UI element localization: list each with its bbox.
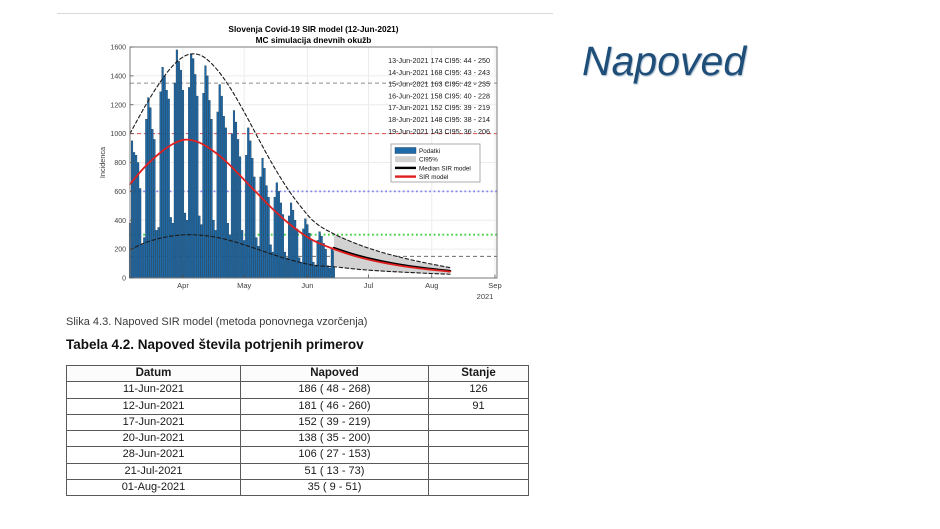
svg-text:1400: 1400 [110, 73, 126, 80]
svg-text:Incidenca: Incidenca [98, 146, 107, 178]
svg-text:800: 800 [114, 160, 126, 167]
svg-text:SIR model: SIR model [419, 174, 448, 181]
sir-chart-svg: 0 200 400 600 800 1000 1200 1400 1600 Apr May Jun Ju… [98, 24, 502, 302]
forecast-annotations: 13-Jun-2021 174 CI95: 44 - 25014-Jun-202… [388, 56, 490, 136]
svg-text:16-Jun-2021 158 CI95: 40 -: 16-Jun-2021 158 CI95: 40 - 228 [388, 91, 490, 100]
svg-text:200: 200 [114, 247, 126, 254]
ci95-band [333, 233, 451, 275]
cell-napoved: 181 ( 46 - 260) [240, 397, 429, 415]
svg-text:400: 400 [114, 218, 126, 225]
svg-text:CI95%: CI95% [419, 157, 438, 164]
axis-labels: 0 200 400 600 800 1000 1200 1400 1600 Apr May Jun Ju… [98, 45, 502, 302]
cell-datum: 01-Aug-2021 [66, 479, 241, 497]
table-title: Tabela 4.2. Napoved števila potrjenih pr… [66, 337, 364, 352]
cell-datum: 11-Jun-2021 [66, 381, 241, 399]
cell-stanje [428, 479, 529, 497]
svg-text:1000: 1000 [110, 131, 126, 138]
svg-text:Podatki: Podatki [419, 148, 440, 155]
cell-stanje [428, 446, 529, 464]
cell-stanje [428, 462, 529, 481]
svg-text:May: May [237, 281, 251, 290]
cell-napoved: 138 ( 35 - 200) [240, 430, 429, 448]
svg-text:18-Jun-2021 148 CI95: 38 -: 18-Jun-2021 148 CI95: 38 - 214 [388, 115, 490, 124]
sir-model-figure: 0 200 400 600 800 1000 1200 1400 1600 Apr May Jun Ju… [64, 12, 540, 312]
cell-datum: 20-Jun-2021 [66, 430, 241, 448]
chart-title: Slovenja Covid-19 SIR model (12-Jun-2021… [228, 24, 398, 45]
cell-stanje [428, 413, 529, 432]
svg-text:Slovenja Covid-19 SIR model (1: Slovenja Covid-19 SIR model (12-Jun-2021… [228, 24, 398, 34]
cell-datum: 12-Jun-2021 [66, 397, 241, 415]
threshold-lines [130, 82, 497, 257]
svg-text:600: 600 [114, 189, 126, 196]
svg-text:1600: 1600 [110, 45, 126, 52]
svg-text:MC simulacija dnevnih okužb: MC simulacija dnevnih okužb [256, 35, 372, 45]
svg-text:13-Jun-2021 174 CI95: 44 -: 13-Jun-2021 174 CI95: 44 - 250 [388, 56, 490, 65]
svg-text:Aug: Aug [425, 281, 438, 290]
cell-stanje: 126 [428, 381, 529, 399]
cell-napoved: 51 ( 13 - 73) [240, 462, 429, 481]
svg-text:Jul: Jul [364, 281, 374, 290]
slide-title: Napoved [582, 38, 747, 84]
curve-envelope-upper [129, 53, 451, 269]
curve-sir-model [129, 138, 452, 273]
svg-text:Median SIR model: Median SIR model [419, 165, 471, 172]
svg-text:14-Jun-2021 168 CI95: 43 -: 14-Jun-2021 168 CI95: 43 - 243 [388, 68, 490, 77]
column-header-datum: Datum [66, 364, 241, 383]
table-row: 20-Jun-2021 138 ( 35 - 200) [66, 430, 529, 448]
forecast-table: Datum Napoved Stanje 11-Jun-2021 186 ( 48 -… [66, 364, 529, 497]
table-row: 11-Jun-2021 186 ( 48 - 268) 126 [66, 381, 529, 399]
svg-text:17-Jun-2021 152 CI95: 39 -: 17-Jun-2021 152 CI95: 39 - 219 [388, 103, 490, 112]
svg-text:0: 0 [122, 276, 126, 283]
curve-envelope-lower [129, 234, 451, 275]
table-header-row: Datum Napoved Stanje [66, 364, 529, 383]
svg-text:1200: 1200 [110, 102, 126, 109]
table-row: 01-Aug-2021 35 ( 9 - 51) [66, 479, 529, 497]
svg-text:Apr: Apr [177, 281, 189, 290]
column-header-napoved: Napoved [240, 364, 429, 383]
cell-datum: 28-Jun-2021 [66, 446, 241, 464]
chart-legend: Podatki CI95%Median SIR model SIR model [390, 143, 481, 183]
svg-text:Jun: Jun [301, 281, 313, 290]
svg-text:15-Jun-2021 163 CI95: 42 -: 15-Jun-2021 163 CI95: 42 - 235 [388, 80, 490, 89]
cell-napoved: 35 ( 9 - 51) [240, 479, 429, 497]
figure-caption: Slika 4.3. Napoved SIR model (metoda pon… [66, 316, 368, 328]
table-row: 12-Jun-2021 181 ( 46 - 260) 91 [66, 397, 529, 415]
svg-text:19-Jun-2021 143 CI95: 36 -: 19-Jun-2021 143 CI95: 36 - 206 [388, 127, 490, 136]
table-row: 21-Jul-2021 51 ( 13 - 73) [66, 462, 529, 481]
table-row: 28-Jun-2021 106 ( 27 - 153) [66, 446, 529, 464]
top-divider [57, 13, 553, 14]
cell-napoved: 186 ( 48 - 268) [240, 381, 429, 399]
table-row: 17-Jun-2021 152 ( 39 - 219) [66, 413, 529, 432]
cell-stanje [428, 430, 529, 448]
svg-text:Sep: Sep [488, 281, 501, 290]
cell-stanje: 91 [428, 397, 529, 415]
cell-napoved: 152 ( 39 - 219) [240, 413, 429, 432]
svg-text:2021: 2021 [477, 292, 494, 301]
cell-napoved: 106 ( 27 - 153) [240, 446, 429, 464]
column-header-stanje: Stanje [428, 364, 529, 383]
cell-datum: 21-Jul-2021 [66, 462, 241, 481]
cell-datum: 17-Jun-2021 [66, 413, 241, 432]
bars-series-podatki [128, 49, 335, 279]
